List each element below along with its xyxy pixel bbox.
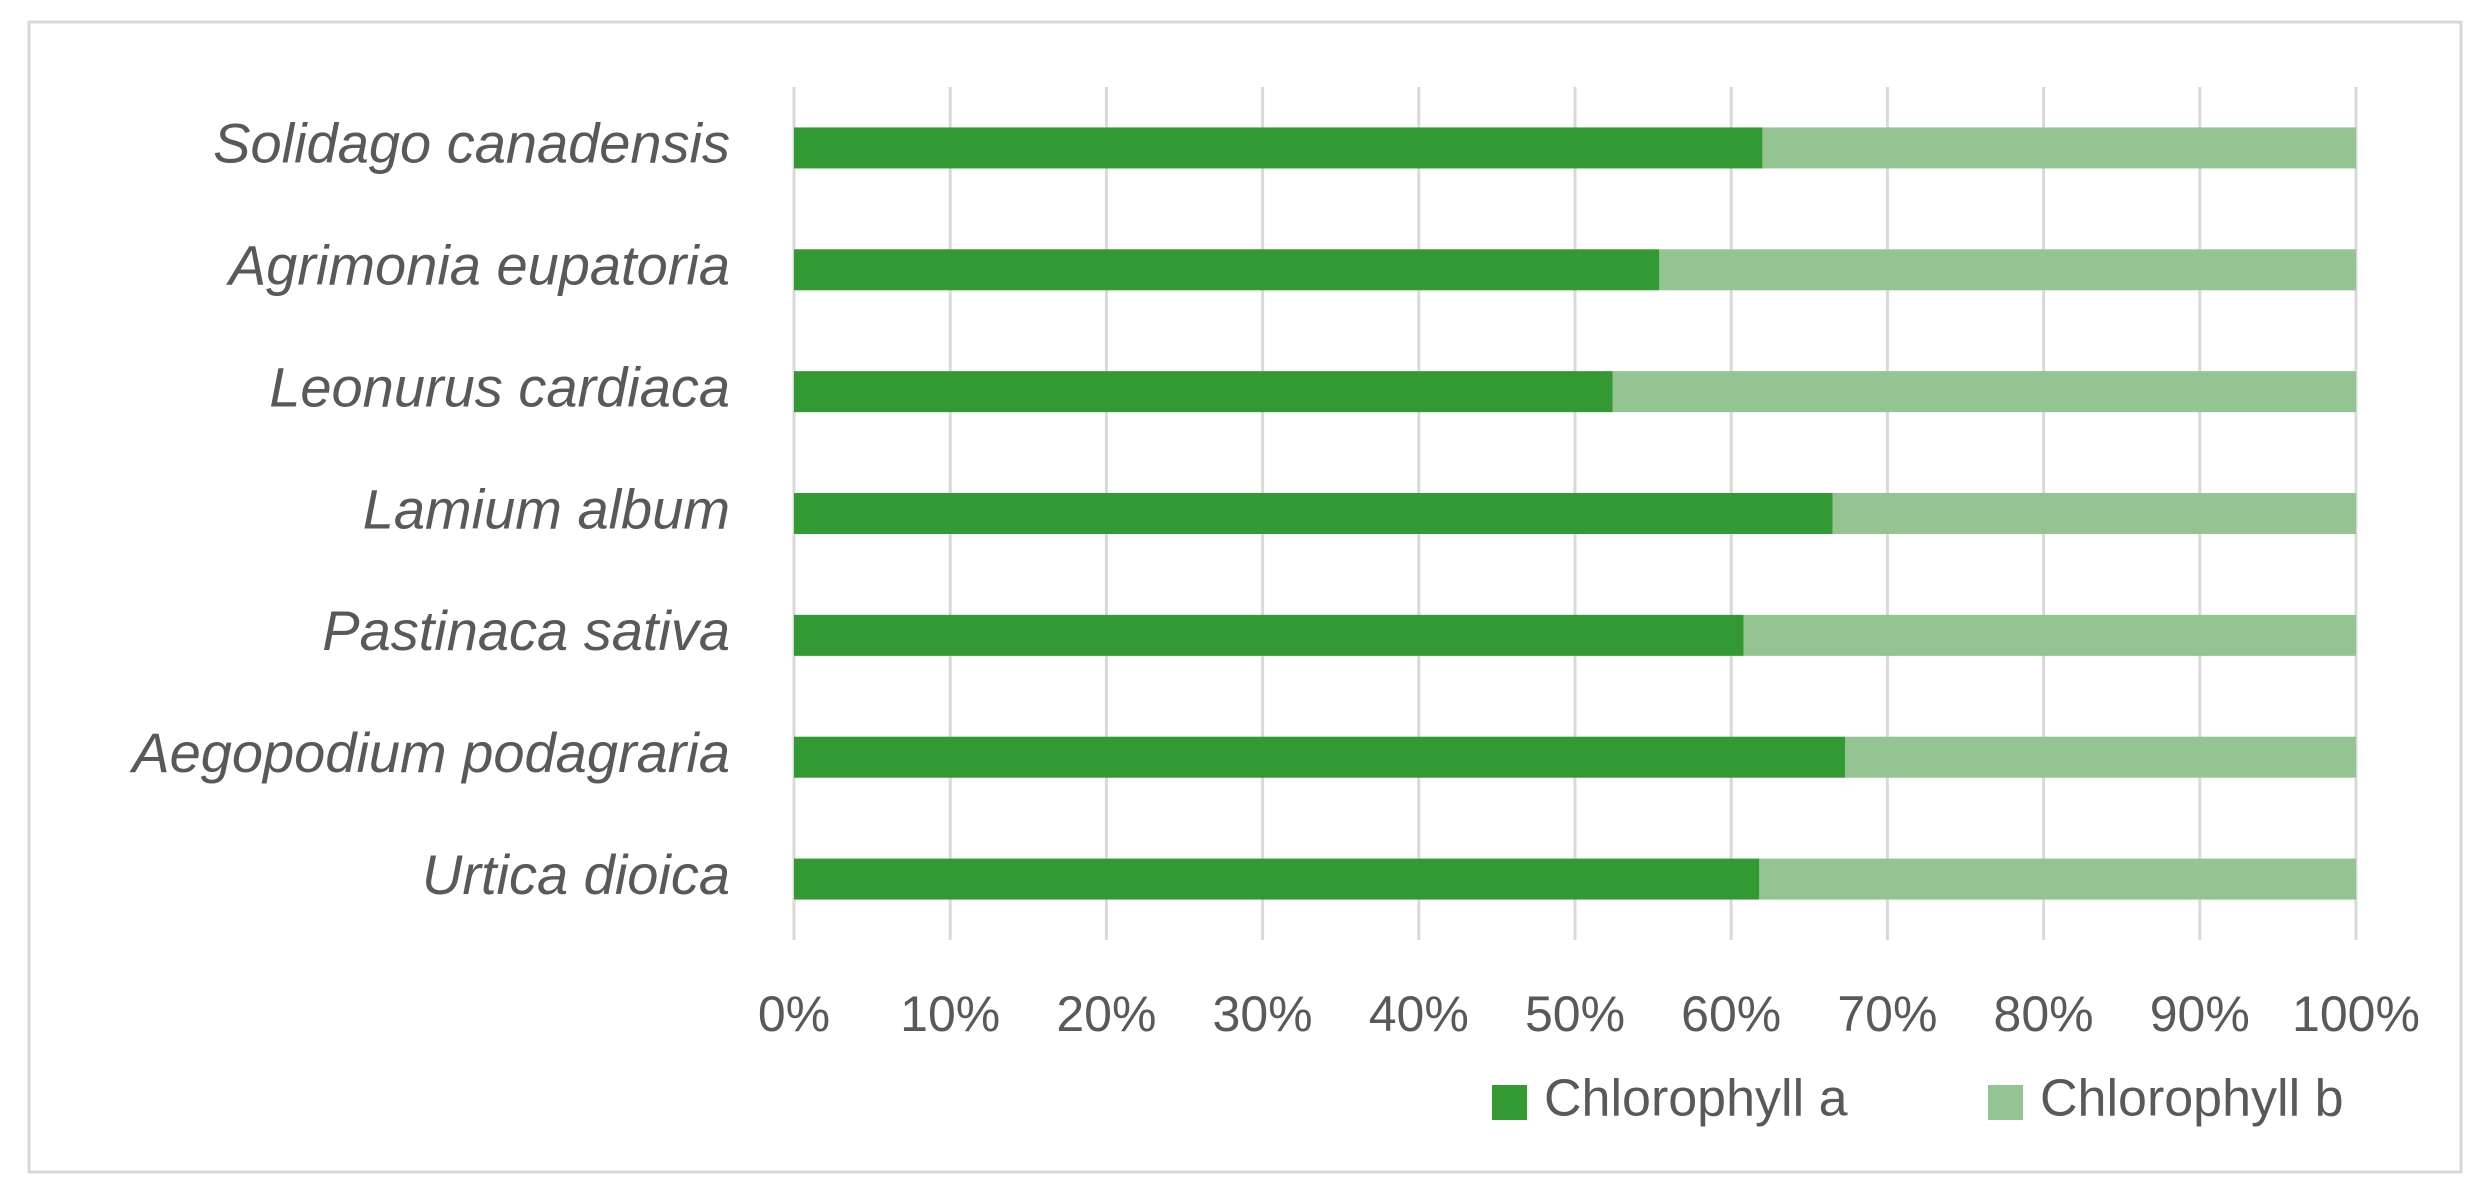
x-tick-label: 100% [2292,986,2420,1042]
y-tick-label: Urtica dioica [422,843,730,906]
x-tick-label: 80% [1994,986,2094,1042]
y-tick-label: Solidago canadensis [213,112,730,175]
y-tick-label: Agrimonia eupatoria [226,234,730,297]
legend-label: Chlorophyll b [2040,1070,2344,1128]
bar-segment [794,493,1833,534]
legend-label: Chlorophyll a [1544,1070,1848,1128]
legend-swatch [1988,1085,2023,1120]
y-tick-label: Lamium album [363,477,730,540]
y-tick-label: Aegopodium podagraria [129,721,730,784]
bar-segment [794,371,1613,413]
x-tick-label: 20% [1056,986,1156,1042]
x-tick-label: 50% [1525,986,1625,1042]
bar-segment [1659,249,2356,291]
y-tick-label: Leonurus cardiaca [269,355,730,418]
x-tick-label: 40% [1369,986,1469,1042]
x-tick-label: 70% [1837,986,1937,1042]
bar-segment [794,858,1760,900]
bar-segment [1762,127,2356,169]
bar-segment [794,127,1763,169]
bar-segment [1612,371,2356,413]
x-tick-label: 60% [1681,986,1781,1042]
bar-segment [1759,858,2356,900]
bar-segment [794,249,1660,291]
bar-segment [1845,736,2356,778]
bar-segment [794,614,1744,656]
y-tick-label: Pastinaca sativa [322,599,730,662]
bar-segment [1832,493,2356,534]
bar-segment [1743,614,2356,656]
x-tick-label: 10% [900,986,1000,1042]
bar-segment [794,736,1846,778]
x-tick-label: 30% [1213,986,1313,1042]
legend-swatch [1492,1085,1527,1120]
x-tick-label: 0% [758,986,830,1042]
x-tick-label: 90% [2150,986,2250,1042]
chart-border [27,20,2463,1174]
